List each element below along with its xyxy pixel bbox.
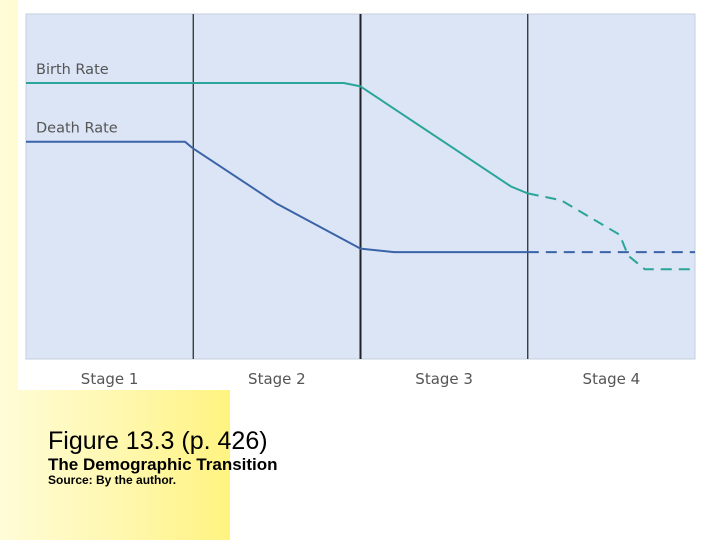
figure-title: Figure 13.3 (p. 426) <box>48 427 268 455</box>
series-labels: Birth Rate Death Rate <box>36 62 118 137</box>
stage-dividers <box>192 14 529 359</box>
death-rate-line <box>26 140 528 254</box>
stage-labels: Stage 1 Stage 2 Stage 3 Stage 4 <box>81 370 640 388</box>
stage-label-2: Stage 2 <box>248 370 306 388</box>
figure-source: Source: By the author. <box>48 473 177 487</box>
birth-rate-projected-line <box>527 192 695 271</box>
series-layer <box>26 82 695 271</box>
birth-rate-line <box>26 82 529 195</box>
figure-subtitle: The Demographic Transition <box>48 455 278 474</box>
stage-label-1: Stage 1 <box>81 370 139 388</box>
birth-rate-label: Birth Rate <box>36 62 109 78</box>
death-rate-label: Death Rate <box>36 121 118 137</box>
stage-label-4: Stage 4 <box>583 370 641 388</box>
stage-label-3: Stage 3 <box>415 370 473 388</box>
figure-caption: Figure 13.3 (p. 426) The Demographic Tra… <box>48 427 508 488</box>
